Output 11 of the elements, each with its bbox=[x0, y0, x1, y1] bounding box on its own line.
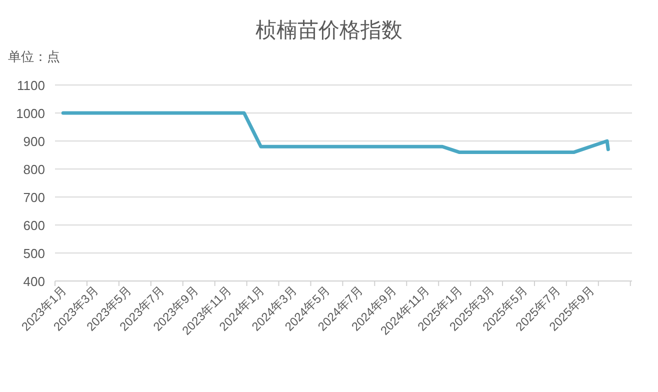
line-series bbox=[61, 111, 610, 154]
chart-title: 桢楠苗价格指数 bbox=[256, 19, 402, 42]
y-tick-label: 900 bbox=[23, 134, 45, 149]
y-tick-label: 400 bbox=[23, 274, 45, 289]
y-tick-label: 600 bbox=[23, 218, 45, 233]
y-tick-label: 700 bbox=[23, 190, 45, 205]
y-tick-label: 500 bbox=[23, 246, 45, 261]
y-axis-title: 单位：点 bbox=[8, 49, 60, 64]
y-tick-label: 800 bbox=[23, 162, 45, 177]
y-tick-label: 1000 bbox=[16, 106, 45, 121]
y-tick-label: 1100 bbox=[17, 78, 45, 93]
